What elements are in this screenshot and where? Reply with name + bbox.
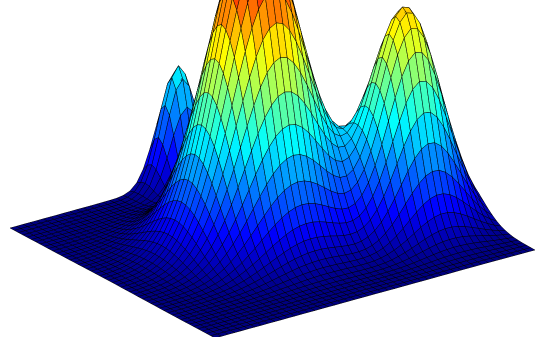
surface-mesh (9, 0, 536, 337)
surface-face (219, 0, 221, 3)
surface-face (233, 0, 240, 11)
surface-face (215, 0, 221, 17)
surface-face (523, 247, 536, 253)
